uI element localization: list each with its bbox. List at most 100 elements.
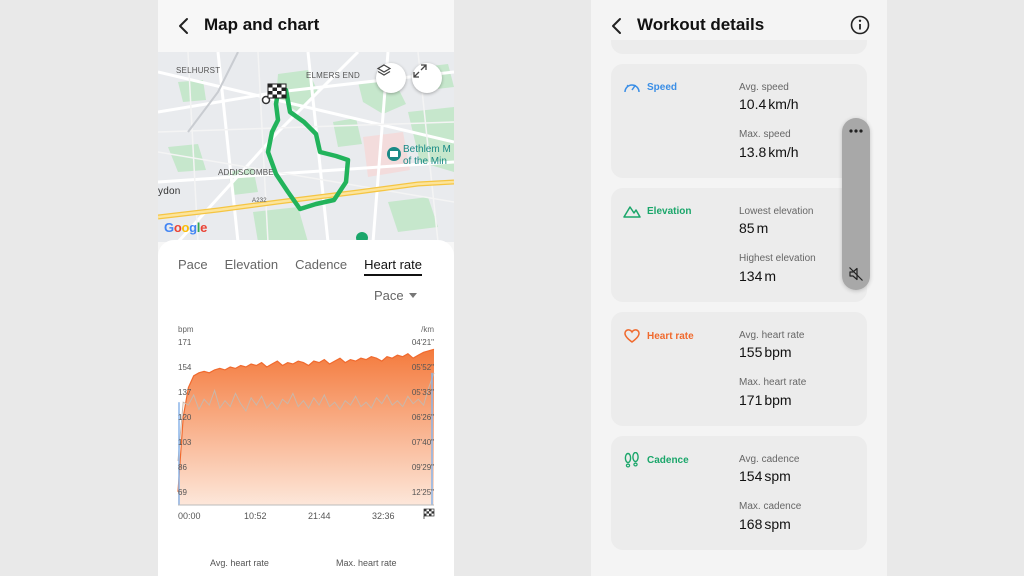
- x-tick-label: 21:44: [308, 511, 331, 521]
- avg-heart-rate-label: Avg. heart rate: [739, 330, 805, 341]
- mountain-icon: [623, 206, 641, 218]
- chevron-left-icon[interactable]: [605, 14, 629, 38]
- max-speed-unit: km/h: [768, 144, 799, 160]
- checkered-flag-icon: [267, 83, 287, 99]
- chart-panel: Pace Elevation Cadence Heart rate Pace b…: [158, 240, 454, 576]
- cadence-card-title: Cadence: [647, 454, 689, 466]
- lowest-elevation-number: 85: [739, 220, 755, 236]
- avg-heart-rate-value: 155 bpm: [739, 344, 792, 360]
- heart-rate-card-title: Heart rate: [647, 330, 694, 342]
- poi-label-line-2: of the Min: [403, 156, 447, 167]
- avg-cadence-value: 154 spm: [739, 468, 791, 484]
- speed-card[interactable]: Speed Avg. speed 10.4 km/h Max. speed 13.…: [611, 64, 867, 178]
- y-right-tick-label: 05'52": [412, 363, 434, 372]
- page-title: Map and chart: [204, 15, 320, 34]
- avg-cadence-unit: spm: [764, 468, 791, 484]
- tab-heart-rate[interactable]: Heart rate: [364, 257, 422, 276]
- left-axis-unit: bpm: [178, 325, 194, 334]
- tab-pace[interactable]: Pace: [178, 257, 208, 272]
- layers-icon: [376, 64, 392, 76]
- top-bar: Map and chart: [158, 0, 454, 52]
- expand-map-button[interactable]: [412, 63, 442, 93]
- x-tick-label: 00:00: [178, 511, 201, 521]
- mute-icon[interactable]: [848, 266, 864, 282]
- cadence-card-header: Cadence: [623, 452, 689, 468]
- elevation-card[interactable]: Elevation Lowest elevation 85 m Highest e…: [611, 188, 867, 302]
- cadence-card[interactable]: Cadence Avg. cadence 154 spm Max. cadence…: [611, 436, 867, 550]
- max-speed-value: 13.8 km/h: [739, 144, 799, 160]
- more-dots-icon[interactable]: [848, 128, 864, 134]
- max-heart-rate-number: 171: [739, 392, 763, 408]
- highest-elevation-unit: m: [764, 268, 777, 284]
- page-title: Workout details: [637, 15, 765, 34]
- tab-elevation[interactable]: Elevation: [224, 257, 279, 272]
- heart-rate-card[interactable]: Heart rate Avg. heart rate 155 bpm Max. h…: [611, 312, 867, 426]
- checkered-flag-icon: [423, 508, 435, 519]
- max-speed-number: 13.8: [739, 144, 767, 160]
- max-cadence-label: Max. cadence: [739, 501, 802, 512]
- heart-rate-area: [178, 349, 434, 505]
- top-bar: Workout details: [591, 0, 887, 52]
- y-left-tick-label: 171: [178, 338, 192, 347]
- previous-card-edge: [611, 40, 867, 54]
- avg-speed-value: 10.4 km/h: [739, 96, 799, 112]
- google-logo-letter: e: [200, 220, 208, 235]
- x-tick-label: 32:36: [372, 511, 395, 521]
- highest-elevation-label: Highest elevation: [739, 253, 816, 264]
- map-label-elmers-end: ELMERS END: [306, 71, 361, 80]
- poi-label-line-1: Bethlem M: [403, 144, 451, 155]
- chevron-down-icon: [408, 292, 417, 298]
- route-map[interactable]: SELHURST ELMERS END ADDISCOMBE ydon A232…: [158, 52, 454, 242]
- workout-details-screen: Workout details Speed Avg. speed 10.4 km/…: [591, 0, 887, 576]
- chevron-left-icon[interactable]: [172, 14, 196, 38]
- map-label-croydon: ydon: [158, 186, 181, 197]
- pace-line: [177, 372, 435, 461]
- map-label-addiscombe: ADDISCOMBE: [218, 168, 274, 177]
- heart-rate-line: [177, 348, 435, 492]
- max-heart-rate-label: Max. heart rate: [336, 558, 397, 568]
- y-left-tick-label: 86: [178, 463, 187, 472]
- max-cadence-unit: spm: [764, 516, 791, 532]
- google-logo-letter: o: [181, 220, 190, 235]
- highest-elevation-number: 134: [739, 268, 763, 284]
- avg-heart-rate-number: 155: [739, 344, 763, 360]
- speed-card-title: Speed: [647, 81, 678, 93]
- speedometer-icon: [624, 84, 640, 93]
- google-logo-letter: o: [173, 220, 182, 235]
- lowest-elevation-value: 85 m: [739, 220, 768, 236]
- tab-cadence[interactable]: Cadence: [295, 257, 348, 272]
- max-cadence-value: 168 spm: [739, 516, 791, 532]
- max-heart-rate-unit: bpm: [764, 392, 792, 408]
- y-left-tick-label: 103: [178, 438, 192, 447]
- map-label-selhurst: SELHURST: [176, 66, 221, 75]
- lowest-elevation-label: Lowest elevation: [739, 206, 814, 217]
- avg-heart-rate-unit: bpm: [764, 344, 792, 360]
- map-label-a232: A232: [252, 198, 267, 204]
- y-left-tick-label: 154: [178, 363, 192, 372]
- y-left-tick-label: 69: [178, 488, 187, 497]
- max-cadence-number: 168: [739, 516, 763, 532]
- layers-button[interactable]: [376, 63, 406, 93]
- y-right-tick-label: 09'29": [412, 463, 434, 472]
- google-logo: Google: [164, 220, 207, 235]
- y-right-tick-label: 07'40": [412, 438, 434, 447]
- info-icon[interactable]: [849, 14, 871, 36]
- avg-cadence-label: Avg. cadence: [739, 454, 800, 465]
- y-left-tick-label: 120: [178, 413, 192, 422]
- y-right-tick-label: 05'33": [412, 388, 434, 397]
- lowest-elevation-unit: m: [756, 220, 769, 236]
- y-right-tick-label: 12'25": [412, 488, 434, 497]
- overlay-metric-value: Pace: [374, 288, 404, 303]
- expand-icon: [413, 64, 427, 78]
- y-right-tick-label: 04'21": [412, 338, 434, 347]
- heart-icon: [624, 329, 640, 343]
- max-heart-rate-value: 171 bpm: [739, 392, 792, 408]
- footprints-icon: [624, 452, 639, 468]
- max-speed-label: Max. speed: [739, 129, 791, 140]
- avg-speed-number: 10.4: [739, 96, 767, 112]
- avg-speed-unit: km/h: [768, 96, 799, 112]
- overlay-metric-dropdown[interactable]: Pace: [374, 288, 417, 303]
- heart-rate-chart[interactable]: bpm /km 171 04'21" 154 05'52" 137 05'33" 120 06…: [158, 318, 454, 528]
- floating-media-controls[interactable]: [842, 118, 870, 290]
- speed-card-header: Speed: [623, 80, 677, 94]
